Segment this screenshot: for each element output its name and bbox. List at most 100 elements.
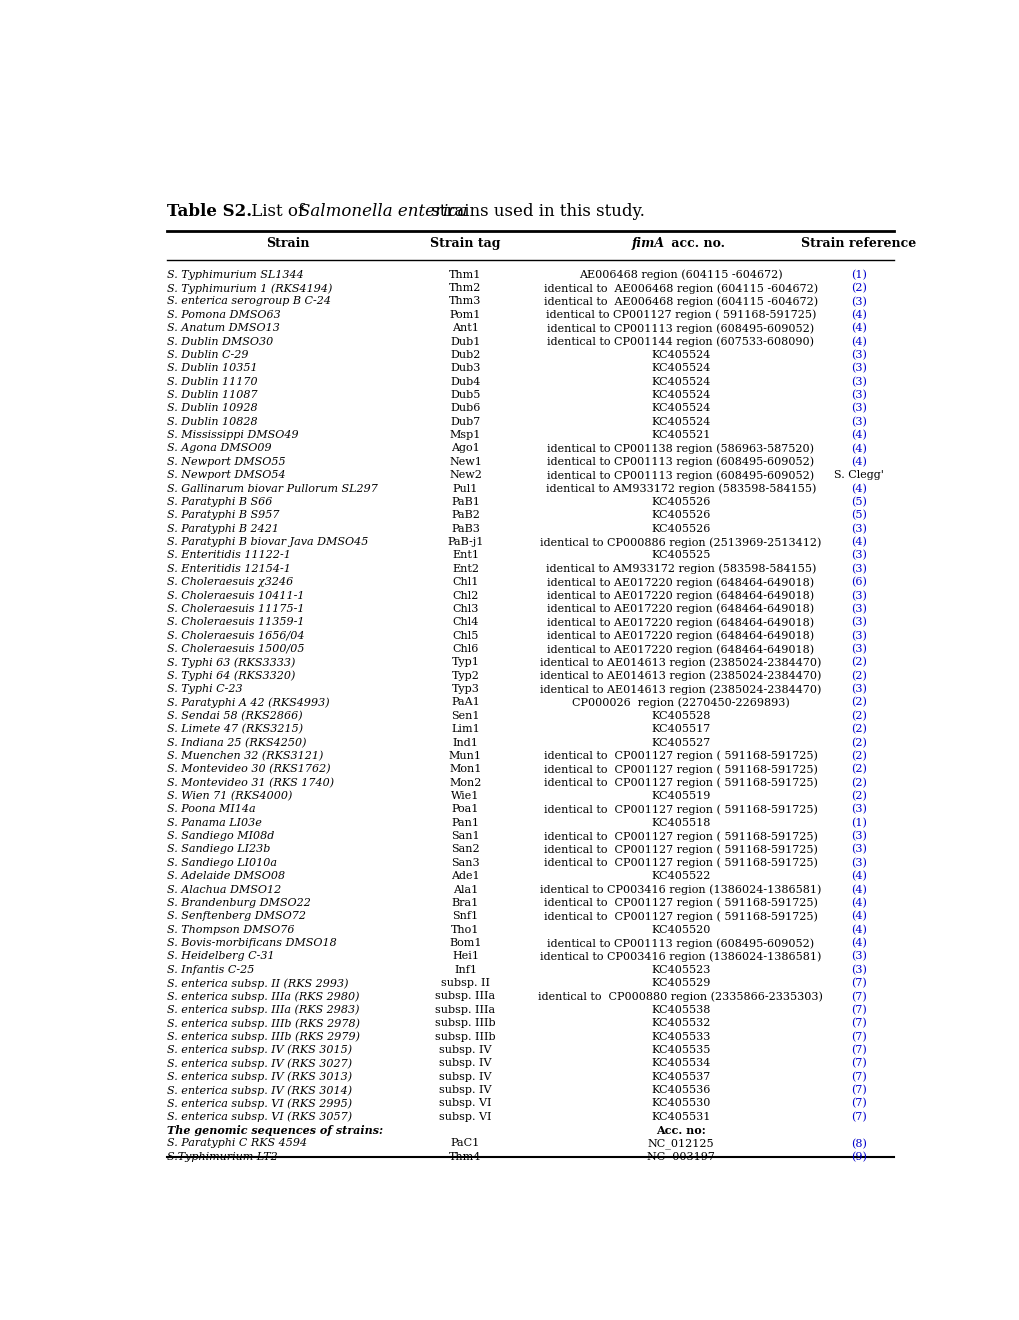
Text: Inf1: Inf1: [453, 965, 477, 974]
Text: S. Brandenburg DMSO22: S. Brandenburg DMSO22: [167, 898, 311, 908]
Text: S. Typhi C-23: S. Typhi C-23: [167, 684, 243, 694]
Text: S. Typhimurium 1 (RKS4194): S. Typhimurium 1 (RKS4194): [167, 282, 332, 293]
Text: PaB-j1: PaB-j1: [446, 537, 483, 546]
Text: (3): (3): [850, 618, 866, 627]
Text: KC405526: KC405526: [650, 496, 710, 507]
Text: identical to CP001113 region (608495-609052): identical to CP001113 region (608495-609…: [547, 457, 813, 467]
Text: Acc. no:: Acc. no:: [655, 1125, 705, 1137]
Text: (4): (4): [850, 337, 866, 347]
Text: (7): (7): [850, 991, 866, 1002]
Text: Dub1: Dub1: [449, 337, 480, 347]
Text: (2): (2): [850, 751, 866, 762]
Text: identical to AE017220 region (648464-649018): identical to AE017220 region (648464-649…: [547, 603, 813, 614]
Text: (3): (3): [850, 350, 866, 360]
Text: Dub6: Dub6: [449, 404, 480, 413]
Text: Thm3: Thm3: [448, 297, 481, 306]
Text: S. Paratyphi B biovar Java DMSO45: S. Paratyphi B biovar Java DMSO45: [167, 537, 368, 546]
Text: Salmonella enterica: Salmonella enterica: [299, 203, 467, 220]
Text: S. Montevideo 30 (RKS1762): S. Montevideo 30 (RKS1762): [167, 764, 330, 775]
Text: Typ2: Typ2: [451, 671, 479, 681]
Text: identical to AE014613 region (2385024-2384470): identical to AE014613 region (2385024-23…: [540, 671, 820, 681]
Text: subsp. VI: subsp. VI: [439, 1111, 491, 1122]
Text: NC  003197: NC 003197: [646, 1152, 714, 1162]
Text: S. Gallinarum biovar Pullorum SL297: S. Gallinarum biovar Pullorum SL297: [167, 483, 377, 494]
Text: identical to  CP001127 region ( 591168-591725): identical to CP001127 region ( 591168-59…: [543, 845, 817, 855]
Text: Strain reference: Strain reference: [800, 236, 915, 249]
Text: (4): (4): [850, 483, 866, 494]
Text: identical to AM933172 region (583598-584155): identical to AM933172 region (583598-584…: [545, 564, 815, 574]
Text: S. enterica subsp. IV (RKS 3014): S. enterica subsp. IV (RKS 3014): [167, 1085, 352, 1096]
Text: NC_012125: NC_012125: [647, 1138, 713, 1150]
Text: (4): (4): [850, 884, 866, 895]
Text: KC405524: KC405524: [650, 363, 710, 374]
Text: S. Sandiego LI23b: S. Sandiego LI23b: [167, 845, 270, 854]
Text: (3): (3): [850, 644, 866, 655]
Text: (7): (7): [850, 978, 866, 989]
Text: fimA: fimA: [632, 236, 664, 249]
Text: S. enterica subsp. VI (RKS 2995): S. enterica subsp. VI (RKS 2995): [167, 1098, 352, 1109]
Text: KC405533: KC405533: [650, 1031, 710, 1041]
Text: (4): (4): [850, 537, 866, 548]
Text: Lim1: Lim1: [450, 725, 479, 734]
Text: AE006468 region (604115 -604672): AE006468 region (604115 -604672): [579, 269, 782, 280]
Text: S. Clegg': S. Clegg': [833, 470, 882, 480]
Text: (1): (1): [850, 269, 866, 280]
Text: Table S2.: Table S2.: [167, 203, 252, 220]
Text: Ant1: Ant1: [451, 323, 478, 333]
Text: strains used in this study.: strains used in this study.: [426, 203, 645, 220]
Text: subsp. IV: subsp. IV: [439, 1085, 491, 1096]
Text: (7): (7): [850, 1031, 866, 1041]
Text: identical to  CP001127 region ( 591168-591725): identical to CP001127 region ( 591168-59…: [543, 832, 817, 842]
Text: Pan1: Pan1: [451, 817, 479, 828]
Text: (5): (5): [850, 496, 866, 507]
Text: S. Dublin DMSO30: S. Dublin DMSO30: [167, 337, 273, 347]
Text: S. Sendai 58 (RKS2866): S. Sendai 58 (RKS2866): [167, 710, 303, 721]
Text: KC405517: KC405517: [650, 725, 710, 734]
Text: (3): (3): [850, 832, 866, 841]
Text: Chl1: Chl1: [451, 577, 478, 587]
Text: (4): (4): [850, 898, 866, 908]
Text: Chl2: Chl2: [451, 590, 478, 601]
Text: Mon1: Mon1: [448, 764, 481, 775]
Text: subsp. IV: subsp. IV: [439, 1059, 491, 1068]
Text: Typ3: Typ3: [451, 684, 479, 694]
Text: New2: New2: [448, 470, 481, 480]
Text: S. enterica subsp. IIIa (RKS 2983): S. enterica subsp. IIIa (RKS 2983): [167, 1005, 359, 1015]
Text: S. Enteritidis 12154-1: S. Enteritidis 12154-1: [167, 564, 290, 574]
Text: Typ1: Typ1: [451, 657, 479, 668]
Text: (4): (4): [850, 939, 866, 948]
Text: S. Choleraesuis 1656/04: S. Choleraesuis 1656/04: [167, 631, 305, 640]
Text: subsp. II: subsp. II: [440, 978, 489, 989]
Text: S. enterica subsp. II (RKS 2993): S. enterica subsp. II (RKS 2993): [167, 978, 348, 989]
Text: identical to AE017220 region (648464-649018): identical to AE017220 region (648464-649…: [547, 590, 813, 601]
Text: (2): (2): [850, 671, 866, 681]
Text: Chl5: Chl5: [451, 631, 478, 640]
Text: S. Montevideo 31 (RKS 1740): S. Montevideo 31 (RKS 1740): [167, 777, 334, 788]
Text: S. Dublin 10928: S. Dublin 10928: [167, 404, 258, 413]
Text: KC405527: KC405527: [650, 738, 710, 747]
Text: S. Choleraesuis 11359-1: S. Choleraesuis 11359-1: [167, 618, 305, 627]
Text: S. Choleraesuis χ3246: S. Choleraesuis χ3246: [167, 577, 293, 587]
Text: identical to CP001144 region (607533-608090): identical to CP001144 region (607533-608…: [547, 337, 813, 347]
Text: S. Heidelberg C-31: S. Heidelberg C-31: [167, 952, 274, 961]
Text: Pul1: Pul1: [452, 483, 478, 494]
Text: (6): (6): [850, 577, 866, 587]
Text: Strain tag: Strain tag: [430, 236, 500, 249]
Text: (5): (5): [850, 511, 866, 520]
Text: S. enterica subsp. IV (RKS 3015): S. enterica subsp. IV (RKS 3015): [167, 1045, 352, 1056]
Text: (3): (3): [850, 858, 866, 869]
Text: PaB2: PaB2: [450, 511, 479, 520]
Text: (8): (8): [850, 1138, 866, 1148]
Text: subsp. VI: subsp. VI: [439, 1098, 491, 1109]
Text: (7): (7): [850, 1111, 866, 1122]
Text: (3): (3): [850, 631, 866, 642]
Text: KC405525: KC405525: [650, 550, 710, 561]
Text: identical to  AE006468 region (604115 -604672): identical to AE006468 region (604115 -60…: [543, 297, 817, 308]
Text: S. Dublin 10351: S. Dublin 10351: [167, 363, 258, 374]
Text: S. enterica subsp. IV (RKS 3013): S. enterica subsp. IV (RKS 3013): [167, 1072, 352, 1082]
Text: Ent2: Ent2: [451, 564, 479, 574]
Text: S. Dublin 11087: S. Dublin 11087: [167, 389, 258, 400]
Text: KC405524: KC405524: [650, 404, 710, 413]
Text: CP000026  region (2270450-2269893): CP000026 region (2270450-2269893): [572, 697, 789, 708]
Text: Ago1: Ago1: [450, 444, 479, 454]
